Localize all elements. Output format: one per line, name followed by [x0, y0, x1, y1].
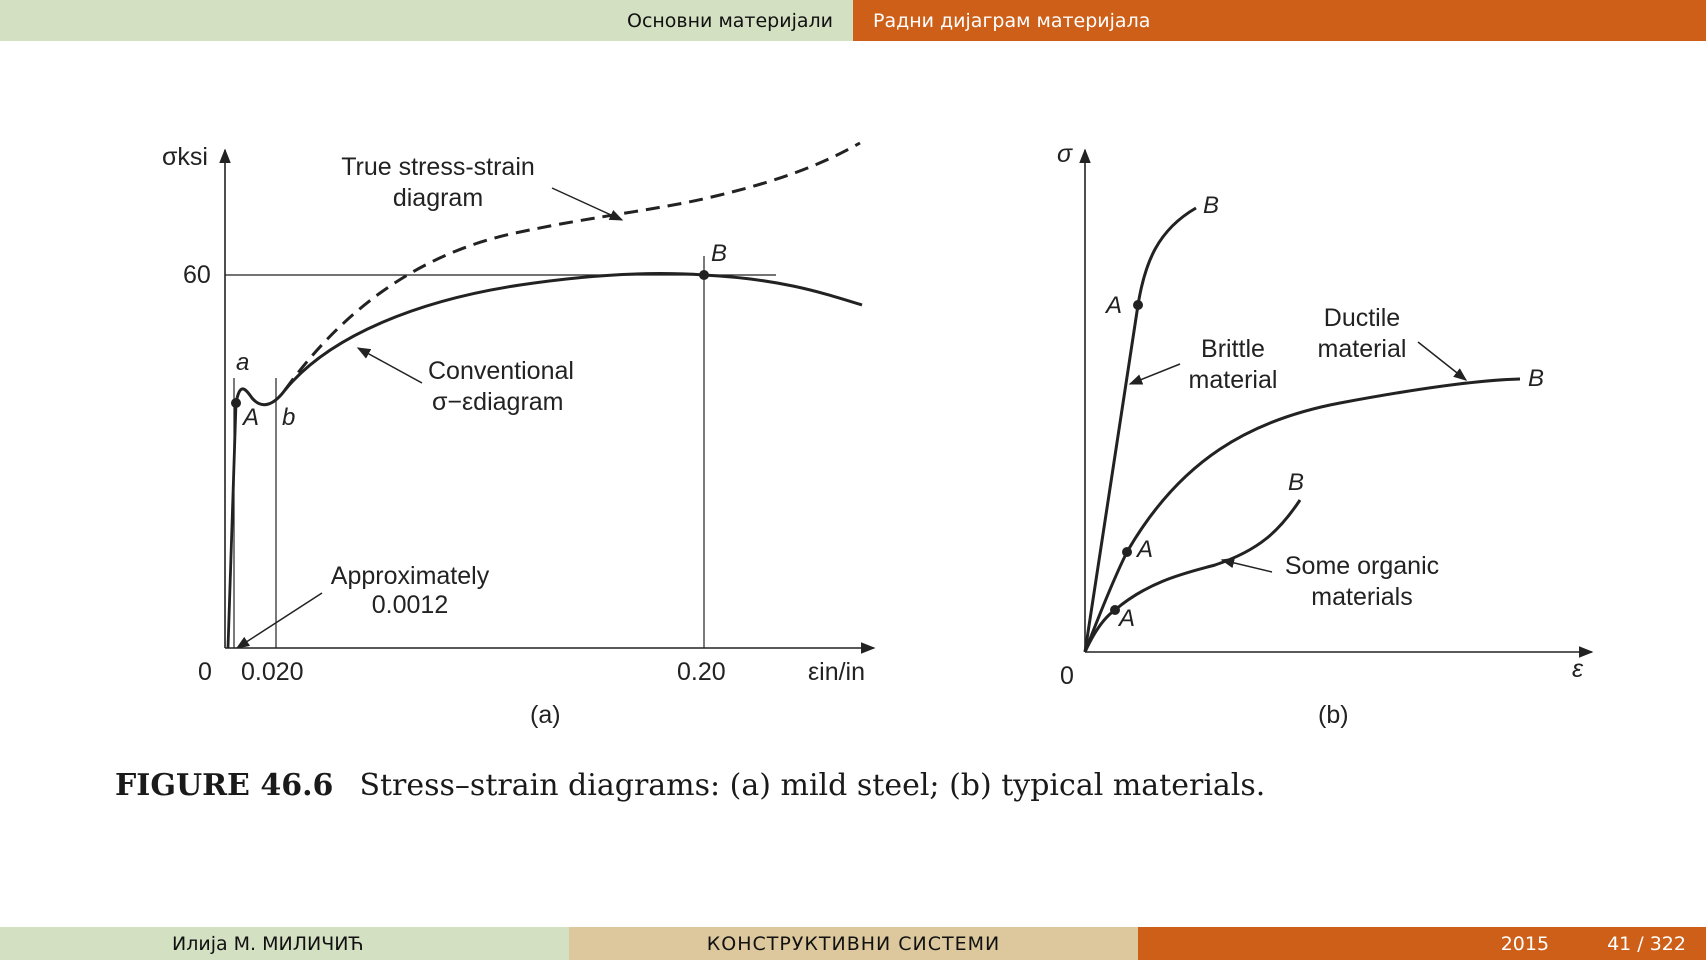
a-x-axis-label: εin/in [808, 658, 865, 686]
b-brittle-label-A: A [1104, 292, 1122, 319]
b-organic-label-A: A [1117, 605, 1135, 632]
a-label-B: B [711, 240, 727, 267]
b-brittle-label-B: B [1203, 192, 1219, 219]
panel-b: σ ε 0 (b) Brittle material Ductile mater… [1057, 140, 1594, 729]
a-approx-label-2: 0.0012 [372, 591, 448, 619]
b-ductile-label-A: A [1135, 536, 1153, 563]
footer-author[interactable]: Илија М. МИЛИЧИЋ [0, 927, 569, 960]
a-y-axis-label: σksi [162, 143, 208, 171]
b-sublabel: (b) [1318, 701, 1349, 729]
b-brittle-arrow [1128, 363, 1181, 385]
b-brittle-curve [1083, 206, 1197, 653]
b-brittle-label-2: material [1189, 366, 1278, 394]
b-ductile-curve [1083, 377, 1521, 653]
b-brittle-point-A [1133, 300, 1143, 310]
header-section[interactable]: Основни материјали [0, 0, 853, 41]
a-label-a: a [236, 349, 249, 376]
a-point-B [699, 270, 709, 280]
a-conv-label-1: Conventional [428, 357, 574, 385]
b-organic-label-2: materials [1311, 583, 1412, 611]
b-ductile-point-A [1122, 547, 1132, 557]
header-subsection[interactable]: Радни дијаграм материјала [853, 0, 1706, 41]
a-true-curve [283, 141, 861, 391]
footer-meta: 2015 41 / 322 [1138, 927, 1706, 960]
b-origin: 0 [1060, 662, 1074, 690]
a-point-A [231, 398, 241, 408]
a-conv-arrow [356, 347, 423, 384]
a-conv-label-2: σ−εdiagram [432, 388, 564, 416]
a-true-arrow [551, 187, 624, 221]
b-organic-curve [1083, 499, 1302, 653]
a-sublabel: (a) [530, 701, 561, 729]
figure-number: FIGURE 46.6 [115, 768, 334, 803]
footer-title[interactable]: КОНСТРУКТИВНИ СИСТЕМИ [569, 927, 1138, 960]
stress-strain-figure: σksi 60 0 0.020 0.20 εin/in (a) True str… [162, 140, 1594, 729]
b-y-axis-label: σ [1057, 140, 1073, 168]
b-ductile-label-2: material [1318, 335, 1407, 363]
a-origin: 0 [198, 658, 212, 686]
a-approx-label-1: Approximately [331, 562, 490, 590]
a-approx-arrow [235, 592, 323, 649]
b-ductile-label-1: Ductile [1324, 304, 1400, 332]
a-conventional-curve [234, 272, 863, 407]
a-tick-020: 0.20 [677, 658, 726, 686]
figure-caption: FIGURE 46.6 Stress–strain diagrams: (a) m… [115, 768, 1265, 803]
footer-page[interactable]: 41 / 322 [1607, 932, 1686, 955]
panel-a: σksi 60 0 0.020 0.20 εin/in (a) True str… [162, 141, 876, 729]
footer-bar: Илија М. МИЛИЧИЋ КОНСТРУКТИВНИ СИСТЕМИ 2… [0, 927, 1706, 960]
a-tick-0020: 0.020 [241, 658, 304, 686]
figure-caption-text: Stress–strain diagrams: (a) mild steel; … [359, 768, 1266, 803]
header-bar: Основни материјали Радни дијаграм матери… [0, 0, 1706, 41]
b-ductile-arrow [1417, 341, 1468, 381]
a-label-b: b [282, 404, 295, 431]
a-tick-60: 60 [183, 261, 211, 289]
b-organic-point-A [1110, 605, 1120, 615]
b-organic-label-1: Some organic [1285, 552, 1439, 580]
a-label-A: A [241, 404, 259, 431]
b-organic-arrow [1220, 557, 1273, 573]
b-ductile-label-B: B [1528, 365, 1544, 392]
a-true-label-2: diagram [393, 184, 483, 212]
a-elastic-line [226, 402, 238, 649]
a-true-label-1: True stress-strain [341, 153, 535, 181]
b-brittle-label-1: Brittle [1201, 335, 1265, 363]
footer-year: 2015 [1500, 932, 1550, 955]
b-x-axis-label: ε [1572, 655, 1584, 683]
b-organic-label-B: B [1288, 469, 1304, 496]
